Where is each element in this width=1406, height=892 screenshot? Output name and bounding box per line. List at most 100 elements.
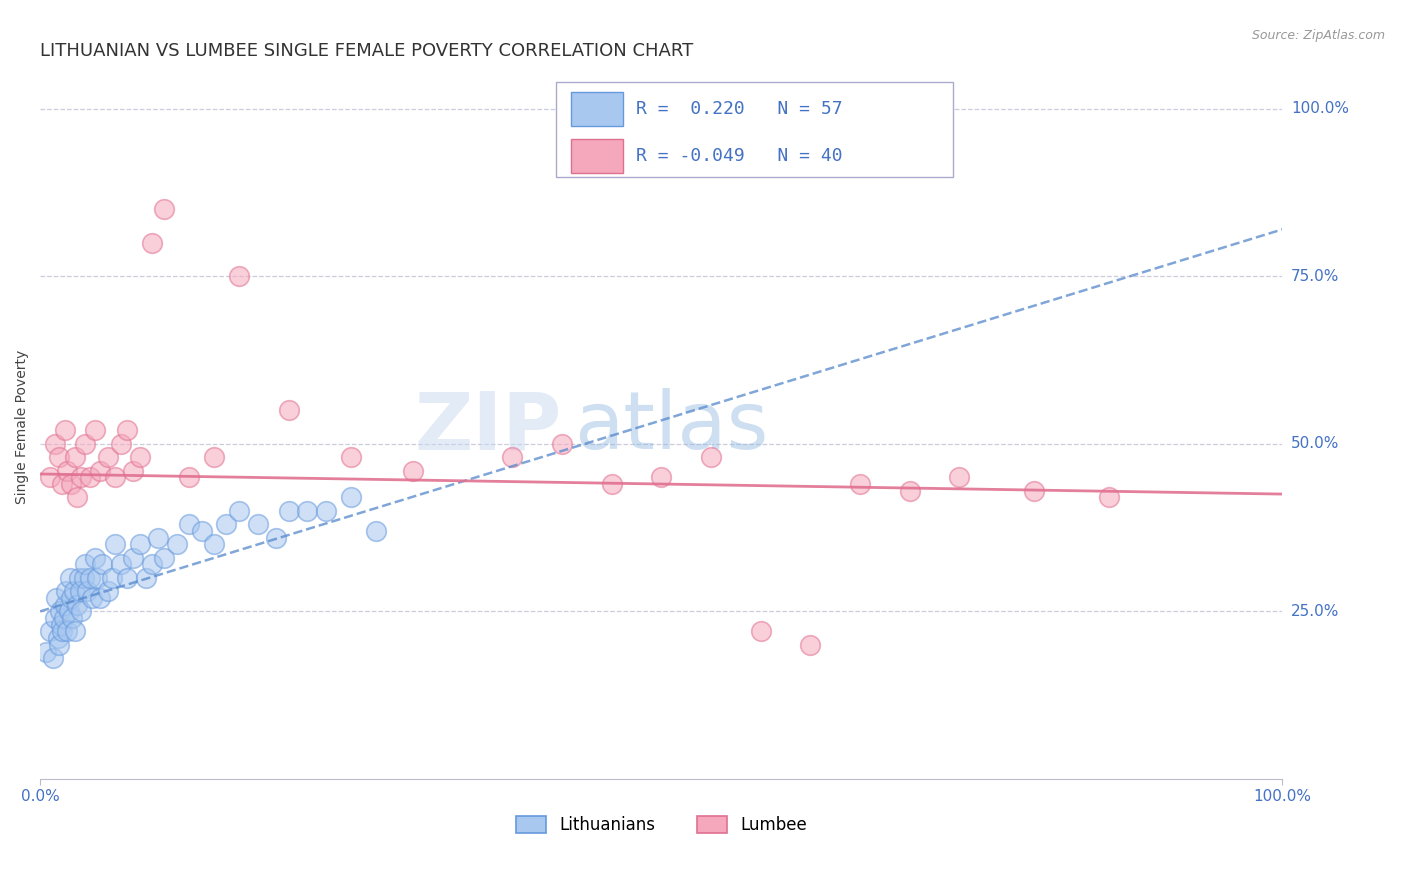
Point bbox=[339, 491, 361, 505]
Point bbox=[60, 591, 83, 605]
Point bbox=[146, 531, 169, 545]
Point bbox=[297, 504, 319, 518]
Point bbox=[56, 624, 79, 639]
Point bbox=[58, 604, 80, 618]
Point bbox=[277, 403, 299, 417]
Point bbox=[339, 450, 361, 465]
Point bbox=[63, 624, 86, 639]
Point bbox=[73, 558, 96, 572]
Point bbox=[66, 598, 89, 612]
Point bbox=[122, 464, 145, 478]
Text: 100.0%: 100.0% bbox=[1291, 101, 1348, 116]
Point bbox=[53, 424, 76, 438]
Text: Source: ZipAtlas.com: Source: ZipAtlas.com bbox=[1251, 29, 1385, 42]
Point bbox=[1097, 491, 1119, 505]
Point bbox=[700, 450, 723, 465]
Point bbox=[128, 537, 150, 551]
Point bbox=[63, 450, 86, 465]
Point bbox=[104, 470, 127, 484]
Point bbox=[128, 450, 150, 465]
Point bbox=[89, 591, 111, 605]
Point bbox=[110, 558, 132, 572]
Point bbox=[153, 202, 176, 217]
Point bbox=[48, 450, 70, 465]
Point bbox=[104, 537, 127, 551]
Point bbox=[749, 624, 772, 639]
Point bbox=[70, 470, 93, 484]
Point bbox=[110, 437, 132, 451]
Point bbox=[86, 571, 108, 585]
Point bbox=[72, 571, 94, 585]
Point bbox=[49, 604, 72, 618]
Point bbox=[39, 624, 62, 639]
Point bbox=[215, 517, 238, 532]
Text: 50.0%: 50.0% bbox=[1291, 436, 1339, 451]
Point bbox=[228, 269, 250, 284]
Point bbox=[41, 651, 63, 665]
Point bbox=[55, 584, 77, 599]
Point bbox=[650, 470, 672, 484]
Point bbox=[69, 584, 91, 599]
Point bbox=[115, 424, 138, 438]
Point bbox=[46, 631, 69, 645]
Point bbox=[51, 624, 73, 639]
Point bbox=[277, 504, 299, 518]
Y-axis label: Single Female Poverty: Single Female Poverty bbox=[15, 350, 30, 504]
Point bbox=[89, 464, 111, 478]
Legend: Lithuanians, Lumbee: Lithuanians, Lumbee bbox=[516, 816, 807, 834]
Point bbox=[551, 437, 574, 451]
Point bbox=[501, 450, 523, 465]
Point bbox=[51, 477, 73, 491]
Point bbox=[48, 638, 70, 652]
Point bbox=[849, 477, 872, 491]
Point bbox=[35, 644, 58, 658]
Point bbox=[202, 450, 225, 465]
Point bbox=[898, 483, 921, 498]
Point bbox=[202, 537, 225, 551]
Point bbox=[44, 611, 66, 625]
Point bbox=[179, 470, 201, 484]
Text: 75.0%: 75.0% bbox=[1291, 268, 1339, 284]
Point bbox=[600, 477, 623, 491]
Point bbox=[264, 531, 287, 545]
Point bbox=[364, 524, 387, 538]
Point bbox=[190, 524, 212, 538]
Text: R =  0.220   N = 57: R = 0.220 N = 57 bbox=[637, 100, 844, 118]
Point bbox=[73, 437, 96, 451]
Point bbox=[97, 584, 120, 599]
Point bbox=[56, 464, 79, 478]
Text: LITHUANIAN VS LUMBEE SINGLE FEMALE POVERTY CORRELATION CHART: LITHUANIAN VS LUMBEE SINGLE FEMALE POVER… bbox=[41, 42, 693, 60]
Point bbox=[122, 550, 145, 565]
Point bbox=[51, 617, 73, 632]
Point bbox=[228, 504, 250, 518]
Text: 25.0%: 25.0% bbox=[1291, 604, 1339, 619]
Point bbox=[948, 470, 970, 484]
Point bbox=[246, 517, 269, 532]
Point bbox=[83, 550, 105, 565]
Point bbox=[402, 464, 425, 478]
Point bbox=[59, 571, 82, 585]
Point bbox=[79, 571, 101, 585]
Text: ZIP: ZIP bbox=[415, 388, 562, 466]
Point bbox=[135, 571, 157, 585]
Point bbox=[153, 550, 176, 565]
Point bbox=[91, 558, 114, 572]
Point bbox=[141, 558, 163, 572]
Point bbox=[44, 437, 66, 451]
Point bbox=[83, 424, 105, 438]
Point bbox=[60, 477, 83, 491]
Point bbox=[315, 504, 337, 518]
Point bbox=[67, 571, 90, 585]
Point bbox=[79, 470, 101, 484]
Point bbox=[45, 591, 67, 605]
FancyBboxPatch shape bbox=[555, 82, 953, 178]
Point bbox=[1022, 483, 1045, 498]
Point bbox=[76, 584, 98, 599]
Point bbox=[97, 450, 120, 465]
Point bbox=[115, 571, 138, 585]
Point bbox=[52, 611, 75, 625]
Point bbox=[70, 604, 93, 618]
Point bbox=[166, 537, 188, 551]
Point bbox=[101, 571, 124, 585]
FancyBboxPatch shape bbox=[571, 92, 623, 126]
